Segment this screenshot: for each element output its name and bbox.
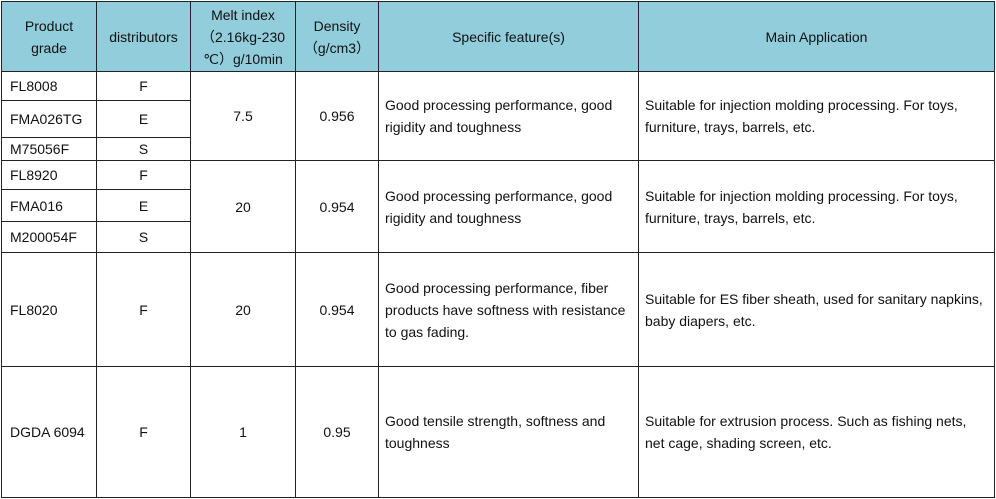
density-cell: 0.954	[295, 160, 379, 253]
header-melt-index: Melt index （2.16kg-230 ℃）g/10min	[190, 1, 296, 72]
header-row: Product grade distributors Melt index （2…	[1, 1, 995, 72]
melt-cell: 7.5	[190, 71, 296, 161]
table-row: FMA016 E	[1, 189, 995, 222]
header-grade: Product grade	[1, 1, 97, 72]
table-row: DGDA 6094 F 1 0.95 Good tensile strength…	[1, 366, 995, 498]
melt-cell: 20	[190, 252, 296, 367]
feature-cell: Good processing performance, good rigidi…	[378, 160, 639, 253]
header-application: Main Application	[638, 1, 995, 72]
density-cell: 0.954	[295, 252, 379, 367]
feature-cell: Good processing performance, good rigidi…	[378, 71, 639, 161]
distributor-cell: E	[96, 100, 191, 138]
grade-cell: FMA026TG	[1, 100, 97, 138]
melt-cell: 1	[190, 366, 296, 498]
grade-cell: DGDA 6094	[1, 366, 97, 498]
grade-cell: FL8920	[1, 160, 97, 190]
table-row: FMA026TG E	[1, 100, 995, 138]
melt-cell: 20	[190, 160, 296, 253]
header-distributors: distributors	[96, 1, 191, 72]
feature-cell: Good tensile strength, softness and toug…	[378, 366, 639, 498]
distributor-cell: F	[96, 366, 191, 498]
density-cell: 0.956	[295, 71, 379, 161]
distributor-cell: F	[96, 252, 191, 367]
distributor-cell: F	[96, 71, 191, 101]
header-feature: Specific feature(s)	[378, 1, 639, 72]
distributor-cell: S	[96, 137, 191, 161]
application-cell: Suitable for ES fiber sheath, used for s…	[638, 252, 995, 367]
distributor-cell: S	[96, 221, 191, 253]
grade-cell: FL8020	[1, 252, 97, 367]
table-row: FL8020 F 20 0.954 Good processing perfor…	[1, 252, 995, 367]
distributor-cell: E	[96, 189, 191, 222]
distributor-cell: F	[96, 160, 191, 190]
table-row: FL8920 F 20 0.954 Good processing perfor…	[1, 160, 995, 253]
table-row: FL8008 F 7.5 0.956 Good processing perfo…	[1, 71, 995, 161]
grade-cell: FMA016	[1, 189, 97, 222]
feature-cell: Good processing performance, fiber produ…	[378, 252, 639, 367]
application-cell: Suitable for injection molding processin…	[638, 71, 995, 161]
density-cell: 0.95	[295, 366, 379, 498]
grade-cell: M200054F	[1, 221, 97, 253]
header-density: Density （g/cm3）	[295, 1, 379, 72]
grade-cell: FL8008	[1, 71, 97, 101]
application-cell: Suitable for injection molding processin…	[638, 160, 995, 253]
grade-cell: M75056F	[1, 137, 97, 161]
application-cell: Suitable for extrusion process. Such as …	[638, 366, 995, 498]
